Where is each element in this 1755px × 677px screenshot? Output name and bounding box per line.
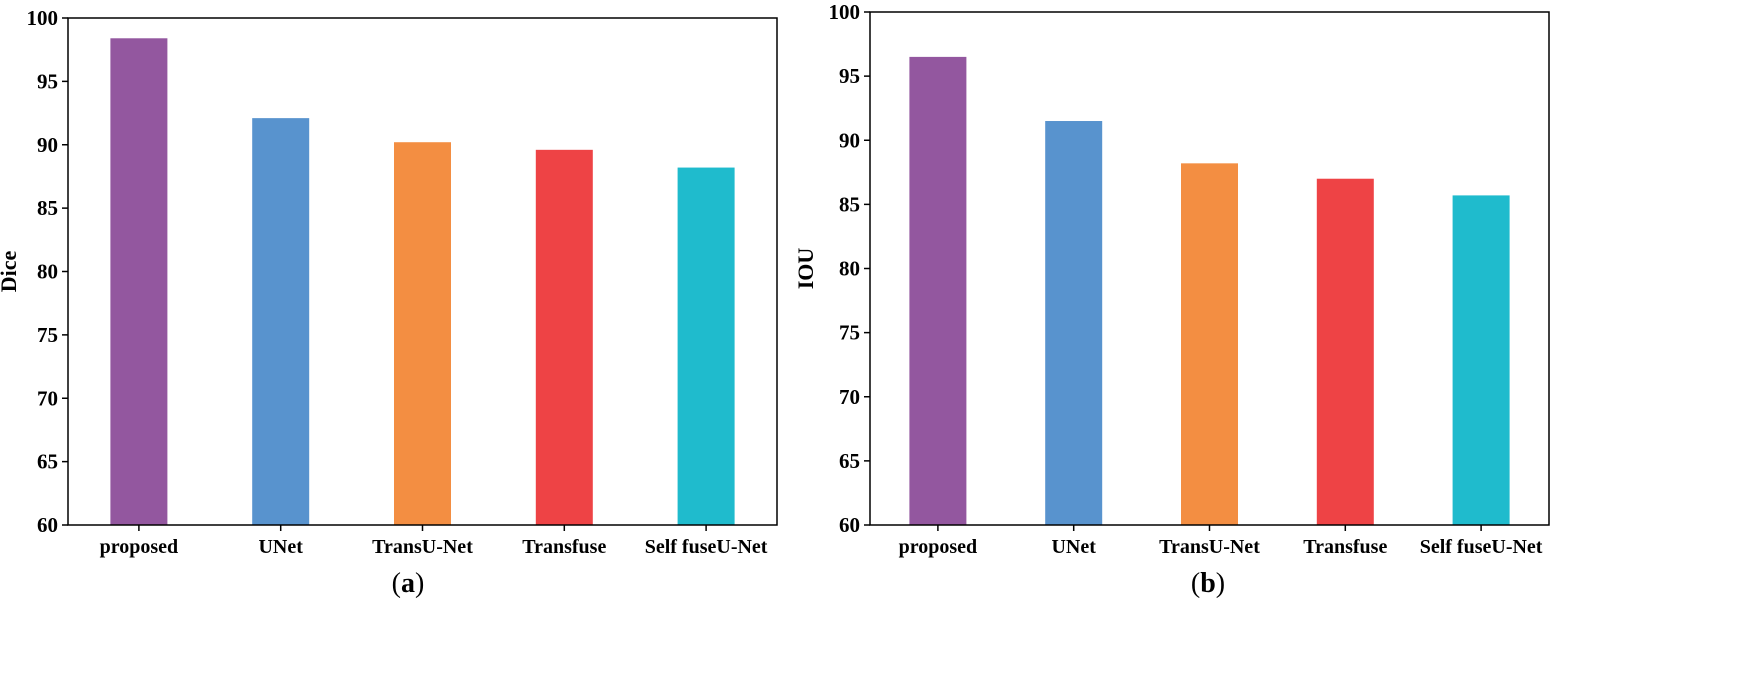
y-tick-label: 85 xyxy=(37,196,58,220)
y-tick-label: 60 xyxy=(839,513,860,537)
y-tick-label: 60 xyxy=(37,513,58,537)
x-tick-label: Transfuse xyxy=(1303,536,1387,558)
x-tick-label: proposed xyxy=(899,536,978,558)
bar-transu-net xyxy=(1181,163,1238,525)
x-tick-label: Transfuse xyxy=(522,536,606,558)
x-tick-label: UNet xyxy=(1051,536,1096,558)
bar-transfuse xyxy=(1316,178,1374,525)
y-tick-label: 65 xyxy=(37,450,58,474)
y-tick-label: 70 xyxy=(37,386,58,410)
y-tick-label: 100 xyxy=(27,6,59,30)
bar-transu-net xyxy=(394,142,451,525)
bar-proposed xyxy=(110,38,168,525)
y-tick-label: 75 xyxy=(37,323,58,347)
bar-transfuse xyxy=(535,149,593,525)
y-tick-label: 100 xyxy=(829,0,861,24)
y-tick-label: 70 xyxy=(839,385,860,409)
panel-label: (a) xyxy=(392,568,425,599)
y-tick-label: 95 xyxy=(839,64,860,88)
x-tick-label: TransU-Net xyxy=(372,536,473,558)
y-axis-label: IOU xyxy=(793,248,818,290)
x-tick-label: Self fuseU-Net xyxy=(1420,536,1543,558)
y-tick-label: 85 xyxy=(839,192,860,216)
bar-self-fuseu-net xyxy=(677,167,735,525)
chart-panel-a: 60 65 70 75 80 85 90 95 100 proposed UNet TransU-Ne… xyxy=(0,6,778,599)
y-tick-label: 90 xyxy=(839,128,860,152)
y-tick-label: 90 xyxy=(37,133,58,157)
x-tick-label: Self fuseU-Net xyxy=(645,536,768,558)
panel-label: (b) xyxy=(1191,568,1225,599)
bar-proposed xyxy=(909,56,967,525)
y-tick-label: 80 xyxy=(37,260,58,284)
y-tick-label: 80 xyxy=(839,257,860,281)
y-tick-label: 65 xyxy=(839,449,860,473)
bar-unet xyxy=(252,118,310,525)
chart-panel-b: 60 65 70 75 80 85 90 95 100 proposed UNet TransU-Ne… xyxy=(793,0,1550,599)
x-tick-label: proposed xyxy=(100,536,179,558)
bar-self-fuseu-net xyxy=(1452,195,1510,525)
y-tick-label: 95 xyxy=(37,69,58,93)
x-tick-label: TransU-Net xyxy=(1159,536,1260,558)
y-axis-label: Dice xyxy=(0,251,21,293)
x-tick-label: UNet xyxy=(258,536,303,558)
bar-unet xyxy=(1045,121,1103,525)
y-tick-label: 75 xyxy=(839,321,860,345)
